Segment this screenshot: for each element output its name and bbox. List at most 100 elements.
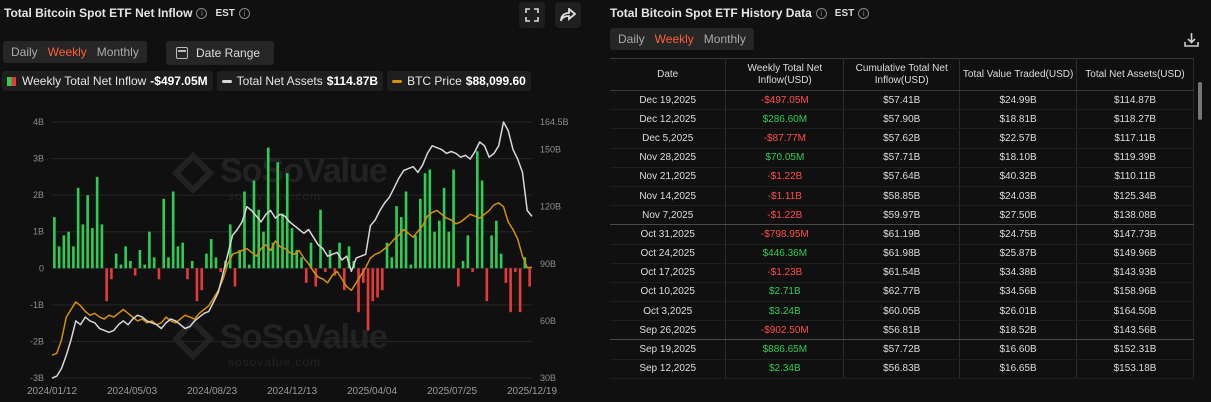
inflow-bar xyxy=(328,250,332,269)
inflow-bar xyxy=(95,176,99,269)
table-row[interactable]: Nov 14,2025 -$1.11B $58.85B $24.03B $125.34B xyxy=(610,186,1194,207)
y-right-tick-label: 90B xyxy=(540,259,556,269)
table-cell: -$902.50M xyxy=(725,320,845,341)
inflow-bar xyxy=(400,217,403,269)
table-row[interactable]: Oct 10,2025 $2.71B $62.77B $34.56B $158.96B xyxy=(610,282,1194,303)
inflow-bar xyxy=(167,257,170,269)
table-cell: $143.56B xyxy=(1076,320,1194,341)
tab-daily[interactable]: Daily xyxy=(618,32,645,46)
legend-item-net-inflow[interactable]: Weekly Total Net Inflow -$497.05M xyxy=(2,71,213,91)
inflow-bar xyxy=(333,268,337,276)
table-cell: $153.18B xyxy=(1076,359,1194,379)
inflow-bar xyxy=(390,257,394,269)
timezone-label: EST xyxy=(834,7,855,19)
col-header[interactable]: Cumulative Total Net Inflow(USD) xyxy=(843,58,961,91)
date-range-button[interactable]: Date Range xyxy=(166,41,274,65)
fullscreen-icon[interactable] xyxy=(519,2,545,28)
chart-plot[interactable]: 4B 3B 2B 1B 0 -1B -2B -3B 164.5B 150B 120B 90B 60B 30… xyxy=(0,0,590,402)
table-row[interactable]: Nov 28,2025 $70.05M $57.71B $18.10B $119.39B xyxy=(610,148,1194,168)
table-cell: $16.60B xyxy=(959,339,1078,360)
inflow-bar xyxy=(314,268,318,287)
table-scrollbar[interactable] xyxy=(1198,82,1202,120)
info-icon[interactable]: i xyxy=(196,7,208,19)
inflow-bar xyxy=(323,268,327,272)
table-row[interactable]: Dec 12,2025 $286.60M $57.90B $18.81B $118.27… xyxy=(610,109,1194,130)
download-icon[interactable] xyxy=(1178,26,1204,52)
tab-monthly[interactable]: Monthly xyxy=(96,45,139,59)
inflow-bar xyxy=(361,268,365,283)
inflow-bar xyxy=(457,268,460,287)
tab-weekly[interactable]: Weekly xyxy=(654,32,694,46)
inflow-bar xyxy=(86,195,89,269)
x-tick-label: 2025/07/25 xyxy=(427,386,477,397)
table-cell: $117.11B xyxy=(1076,128,1194,149)
info-icon[interactable]: i xyxy=(815,7,827,19)
inflow-bar xyxy=(67,231,70,269)
table-row[interactable]: Nov 7,2025 -$1.22B $59.97B $27.50B $138.08B xyxy=(610,205,1194,226)
col-header[interactable]: Date xyxy=(610,58,727,91)
col-header[interactable]: Total Value Traded(USD) xyxy=(959,58,1078,91)
table-cell: -$497.05M xyxy=(725,90,845,111)
inflow-bar xyxy=(262,231,265,269)
inflow-bar xyxy=(205,253,208,269)
tab-daily[interactable]: Daily xyxy=(11,45,38,59)
table-row[interactable]: Sep 26,2025 -$902.50M $56.81B $18.52B $143.5… xyxy=(610,320,1194,341)
legend-item-net-assets[interactable]: Total Net Assets $114.87B xyxy=(216,71,384,91)
y-left-tick-label: 4B xyxy=(33,117,44,127)
x-tick-label: 2024/05/03 xyxy=(107,386,157,397)
legend-value: $88,099.60 xyxy=(465,74,526,88)
table-header-row: Date Weekly Total Net Inflow(USD) Cumula… xyxy=(610,58,1194,91)
legend-item-btc-price[interactable]: BTC Price $88,099.60 xyxy=(387,71,531,91)
table-cell: Oct 24,2025 xyxy=(610,244,727,264)
table-row[interactable]: Oct 24,2025 $446.36M $61.98B $25.87B $149.96… xyxy=(610,244,1194,264)
table-row[interactable]: Dec 5,2025 -$87.77M $57.62B $22.57B $117.11B xyxy=(610,128,1194,149)
table-cell: $25.87B xyxy=(959,244,1078,264)
inflow-bar xyxy=(133,268,137,276)
table-cell: $57.64B xyxy=(843,167,961,187)
table-row[interactable]: Oct 17,2025 -$1.23B $61.54B $34.38B $143.93B xyxy=(610,263,1194,283)
table-cell: $118.27B xyxy=(1076,109,1194,130)
col-header[interactable]: Total Net Assets(USD) xyxy=(1076,58,1194,91)
inflow-bar xyxy=(447,231,451,269)
table-title-row: Total Bitcoin Spot ETF History Data i ES… xyxy=(610,6,870,20)
line-swatch-icon xyxy=(392,79,403,83)
table-row[interactable]: Sep 12,2025 $2.34B $56.83B $16.65B $153.18B xyxy=(610,359,1194,379)
history-table-panel: Total Bitcoin Spot ETF History Data i ES… xyxy=(598,0,1211,402)
table-row[interactable]: Sep 19,2025 $886.65M $57.72B $16.60B $152.31… xyxy=(610,339,1194,360)
table-cell: $138.08B xyxy=(1076,205,1194,226)
table-cell: $149.96B xyxy=(1076,244,1194,264)
table-row[interactable]: Nov 21,2025 -$1.22B $57.64B $40.32B $110.11B xyxy=(610,167,1194,187)
inflow-bar xyxy=(499,253,503,269)
inflow-bar xyxy=(419,198,422,269)
table-cell: $57.71B xyxy=(843,148,961,168)
table-cell: Sep 12,2025 xyxy=(610,359,727,379)
table-row[interactable]: Oct 3,2025 $3.24B $60.05B $26.01B $164.50B xyxy=(610,301,1194,322)
info-icon[interactable]: i xyxy=(858,7,870,19)
inflow-bar xyxy=(152,257,156,269)
inflow-bar xyxy=(243,191,246,269)
inflow-bar xyxy=(442,187,446,269)
inflow-bar xyxy=(238,250,242,269)
tab-monthly[interactable]: Monthly xyxy=(703,32,746,46)
share-icon[interactable] xyxy=(555,2,581,28)
inflow-bar xyxy=(200,268,204,291)
inflow-bar xyxy=(247,264,251,269)
col-header[interactable]: Weekly Total Net Inflow(USD) xyxy=(725,58,845,91)
table-cell: $286.60M xyxy=(725,109,845,130)
table-cell: $58.85B xyxy=(843,186,961,207)
table-row[interactable]: Dec 19,2025 -$497.05M $57.41B $24.99B $114.8… xyxy=(610,90,1194,111)
table-cell: $40.32B xyxy=(959,167,1078,187)
table-cell: $57.72B xyxy=(843,339,961,360)
table-row[interactable]: Oct 31,2025 -$798.95M $61.19B $24.75B $147.7… xyxy=(610,224,1194,245)
table-cell: Nov 7,2025 xyxy=(610,205,727,226)
inflow-bar xyxy=(371,268,375,302)
tab-weekly[interactable]: Weekly xyxy=(47,45,87,59)
table-cell: $56.81B xyxy=(843,320,961,341)
inflow-bar xyxy=(138,250,142,269)
y-left-tick-label: 1B xyxy=(33,227,44,237)
info-icon[interactable]: i xyxy=(238,7,250,19)
inflow-bar xyxy=(176,246,180,269)
table-cell: $27.50B xyxy=(959,205,1078,226)
inflow-bar xyxy=(124,246,127,269)
y-left-tick-label: -1B xyxy=(30,300,44,310)
